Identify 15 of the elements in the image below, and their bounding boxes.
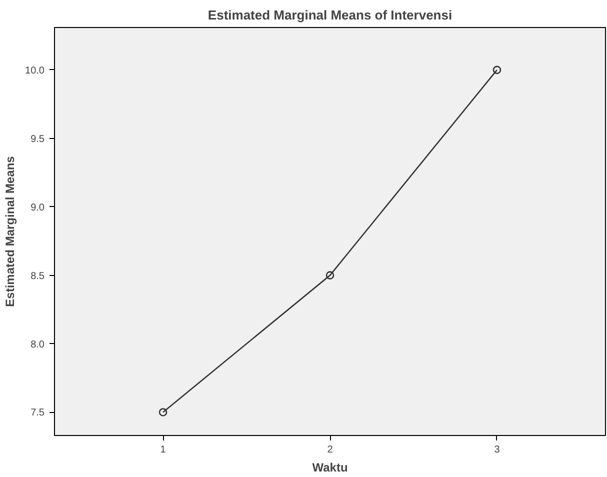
y-tick-label: 8.0: [30, 339, 45, 350]
y-tick-label: 7.5: [30, 408, 45, 419]
point: [158, 408, 168, 416]
x-tick-label: 1: [160, 444, 166, 456]
x-tick-label: 2: [327, 444, 334, 456]
y-tick-label: 10.0: [25, 65, 45, 76]
y-tick-label: 8.5: [30, 270, 45, 282]
x-axis-title: Waktu: [312, 460, 348, 474]
x-tick-label: 3: [494, 444, 500, 456]
y-tick-label: 9.0: [30, 202, 45, 214]
chart-title: Estimated Marginal Means of Intervensi: [208, 8, 452, 22]
point: [492, 66, 502, 74]
y-axis-title: Estimated Marginal Means: [3, 156, 18, 307]
y-tick-label: 9.5: [30, 134, 45, 145]
point: [326, 271, 334, 280]
